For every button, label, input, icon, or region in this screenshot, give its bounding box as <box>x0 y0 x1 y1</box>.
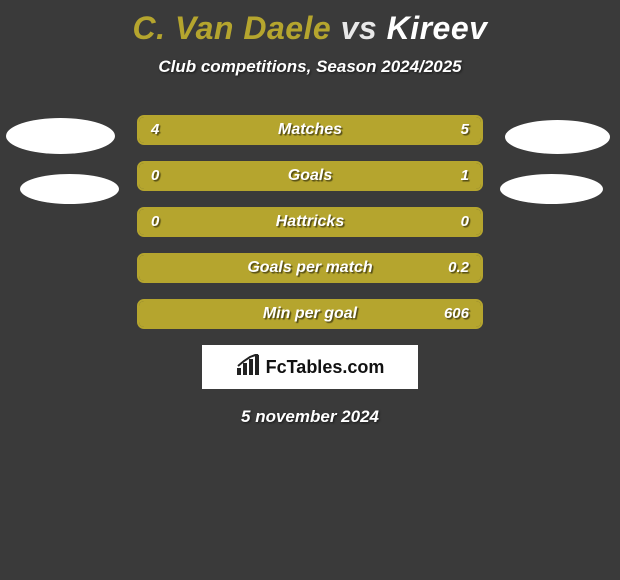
date-line: 5 november 2024 <box>0 407 620 427</box>
stat-left-value: 4 <box>151 117 159 143</box>
stat-label: Goals <box>139 163 481 189</box>
stat-row: Goals0 1 <box>137 161 483 191</box>
stat-right-value: 5 <box>461 117 469 143</box>
player2-name: Kireev <box>387 10 488 46</box>
stat-row: Hattricks0 0 <box>137 207 483 237</box>
player1-name: C. Van Daele <box>133 10 332 46</box>
stat-right-value: 606 <box>444 301 469 327</box>
stat-row: Min per goal606 <box>137 299 483 329</box>
comparison-container: C. Van Daele vs Kireev Club competitions… <box>0 0 620 580</box>
player1-avatar-top <box>6 118 115 154</box>
page-title: C. Van Daele vs Kireev <box>0 0 620 47</box>
branding-text: FcTables.com <box>266 357 385 378</box>
stat-row: Matches4 5 <box>137 115 483 145</box>
stat-left-value: 0 <box>151 163 159 189</box>
player2-avatar-bottom <box>500 174 603 204</box>
player2-avatar-top <box>505 120 610 154</box>
stat-right-value: 0 <box>461 209 469 235</box>
player1-avatar-bottom <box>20 174 119 204</box>
stat-row: Goals per match0.2 <box>137 253 483 283</box>
branding-badge[interactable]: FcTables.com <box>202 345 418 389</box>
stat-label: Hattricks <box>139 209 481 235</box>
stats-block: Matches45Goals01Hattricks00Goals per mat… <box>137 115 483 329</box>
stat-right-value: 0.2 <box>448 255 469 281</box>
vs-text: vs <box>341 10 378 46</box>
stat-label: Min per goal <box>139 301 481 327</box>
subtitle: Club competitions, Season 2024/2025 <box>0 57 620 77</box>
branding-chart-icon <box>236 354 262 381</box>
stat-label: Matches <box>139 117 481 143</box>
stat-right-value: 1 <box>461 163 469 189</box>
stat-label: Goals per match <box>139 255 481 281</box>
stat-left-value: 0 <box>151 209 159 235</box>
